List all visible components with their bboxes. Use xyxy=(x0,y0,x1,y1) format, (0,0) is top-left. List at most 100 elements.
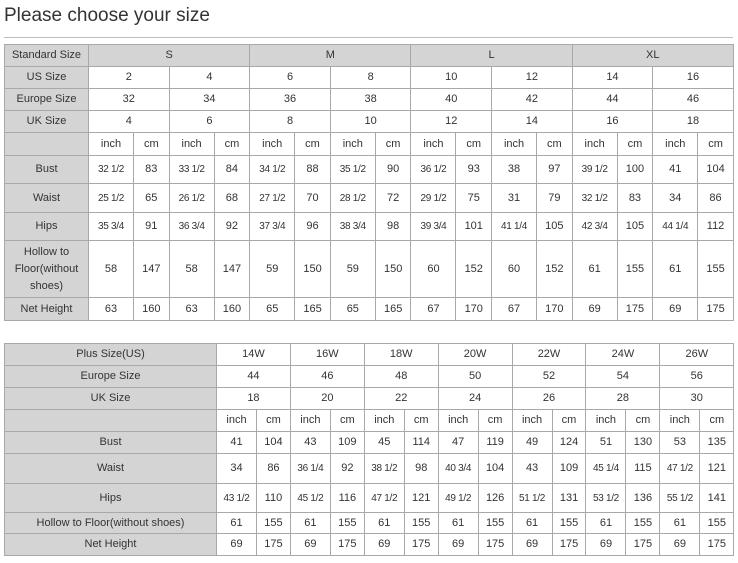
measurement-cell: 121 xyxy=(403,483,439,513)
measurement-cell: 175 xyxy=(625,533,661,556)
measurement-cell: 175 xyxy=(256,533,291,556)
measurement-cell: 98 xyxy=(374,212,412,241)
measurement-cell: 59 xyxy=(249,240,296,298)
size-row: Europe Size 44 46 48 50 52 54 56 xyxy=(4,365,735,388)
measurement-cell: 29 1/2 xyxy=(410,183,457,213)
page-title: Please choose your size xyxy=(4,5,210,26)
measurement-cell: 44 1/4 xyxy=(652,212,699,241)
standard-size-table: Standard Size S M L XL US Size 2 4 6 8 10 12 14 16 Eur… xyxy=(4,44,734,321)
measurement-cell: 47 1/2 xyxy=(363,483,405,513)
measurement-cell: 43 xyxy=(511,453,553,484)
unit-inch: inch xyxy=(659,409,701,432)
row-label: Waist xyxy=(4,453,217,484)
measurement-cell: 31 xyxy=(491,183,538,213)
size-cell: 50 xyxy=(437,365,513,388)
measurement-cell: 170 xyxy=(455,297,493,321)
measurement-cell: 67 xyxy=(410,297,457,321)
measurement-cell: 90 xyxy=(374,155,412,184)
size-cell: 20W xyxy=(437,343,513,366)
unit-cm: cm xyxy=(213,132,251,156)
measurement-cell: 69 xyxy=(571,297,618,321)
size-row: UK Size 4 6 8 10 12 14 16 18 xyxy=(4,110,734,133)
measurement-cell: 155 xyxy=(329,512,365,534)
unit-cm: cm xyxy=(374,132,412,156)
measurement-row: Hips 43 1/2 110 45 1/2 116 47 1/2 121 49 1/2 126… xyxy=(4,483,735,513)
size-cell: 46 xyxy=(652,88,734,111)
row-label: Net Height xyxy=(4,533,217,556)
size-cell: 52 xyxy=(511,365,587,388)
measurement-row: Hollow to Floor(without shoes) 58 147 58 147… xyxy=(4,240,734,298)
unit-cm: cm xyxy=(329,409,365,432)
measurement-cell: 109 xyxy=(329,431,365,454)
row-label: US Size xyxy=(4,66,89,89)
measurement-cell: 69 xyxy=(585,533,627,556)
measurement-cell: 155 xyxy=(625,512,661,534)
measurement-cell: 147 xyxy=(213,240,251,298)
size-cell: 34 xyxy=(168,88,251,111)
unit-cm: cm xyxy=(697,132,734,156)
measurement-cell: 104 xyxy=(697,155,734,184)
size-cell: 22 xyxy=(363,387,439,410)
size-cell: 26W xyxy=(659,343,735,366)
measurement-cell: 155 xyxy=(699,512,735,534)
measurement-cell: 47 1/2 xyxy=(659,453,701,484)
unit-cm: cm xyxy=(133,132,170,156)
size-cell: 6 xyxy=(249,66,331,89)
row-label: Europe Size xyxy=(4,88,89,111)
measurement-cell: 160 xyxy=(133,297,170,321)
size-cell: 54 xyxy=(585,365,661,388)
measurement-cell: 92 xyxy=(213,212,251,241)
size-row: Europe Size 32 34 36 38 40 42 44 46 xyxy=(4,88,734,111)
unit-inch: inch xyxy=(652,132,699,156)
unit-cm: cm xyxy=(551,409,587,432)
measurement-cell: 67 xyxy=(491,297,538,321)
size-cell: 6 xyxy=(168,110,251,133)
measurement-cell: 160 xyxy=(213,297,251,321)
measurement-row: Net Height 63 160 63 160 65 165 65 165 67 170 67 170… xyxy=(4,297,734,321)
measurement-cell: 36 1/2 xyxy=(410,155,457,184)
measurement-cell: 61 xyxy=(363,512,405,534)
measurement-cell: 121 xyxy=(699,453,735,484)
unit-cm: cm xyxy=(625,409,661,432)
measurement-cell: 69 xyxy=(437,533,479,556)
measurement-cell: 63 xyxy=(88,297,134,321)
unit-inch: inch xyxy=(216,409,257,432)
measurement-cell: 152 xyxy=(455,240,493,298)
size-cell: 8 xyxy=(249,110,331,133)
measurement-cell: 68 xyxy=(213,183,251,213)
measurement-cell: 61 xyxy=(585,512,627,534)
measurement-cell: 155 xyxy=(256,512,291,534)
size-cell: 4 xyxy=(88,110,170,133)
measurement-cell: 38 3/4 xyxy=(329,212,376,241)
measurement-cell: 35 3/4 xyxy=(88,212,134,241)
measurement-cell: 47 xyxy=(437,431,479,454)
measurement-cell: 175 xyxy=(403,533,439,556)
measurement-cell: 51 1/2 xyxy=(511,483,553,513)
measurement-cell: 51 xyxy=(585,431,627,454)
measurement-cell: 61 xyxy=(289,512,331,534)
size-cell: 24W xyxy=(585,343,661,366)
unit-cm: cm xyxy=(403,409,439,432)
measurement-cell: 27 1/2 xyxy=(249,183,296,213)
standard-size-row: Standard Size S M L XL xyxy=(4,44,734,67)
measurement-cell: 63 xyxy=(168,297,215,321)
unit-row: inch cm inch cm inch cm inch cm inch cm inch cm inch… xyxy=(4,132,734,156)
measurement-cell: 65 xyxy=(249,297,296,321)
measurement-row: Hollow to Floor(without shoes) 61 155 61 155… xyxy=(4,512,735,534)
row-label: Bust xyxy=(4,155,89,184)
unit-inch: inch xyxy=(168,132,215,156)
unit-inch: inch xyxy=(511,409,553,432)
size-cell: 16W xyxy=(289,343,365,366)
unit-cm: cm xyxy=(699,409,735,432)
measurement-cell: 135 xyxy=(699,431,735,454)
size-cell: 22W xyxy=(511,343,587,366)
measurement-cell: 165 xyxy=(294,297,331,321)
measurement-cell: 112 xyxy=(697,212,734,241)
unit-inch: inch xyxy=(329,132,376,156)
standard-size-s: S xyxy=(87,44,251,67)
measurement-cell: 49 xyxy=(511,431,553,454)
measurement-row: Bust 41 104 43 109 45 114 47 119 49 124 51 130 53 135 xyxy=(4,431,735,454)
divider xyxy=(4,37,733,38)
standard-size-l: L xyxy=(410,44,573,67)
size-cell: 8 xyxy=(329,66,412,89)
